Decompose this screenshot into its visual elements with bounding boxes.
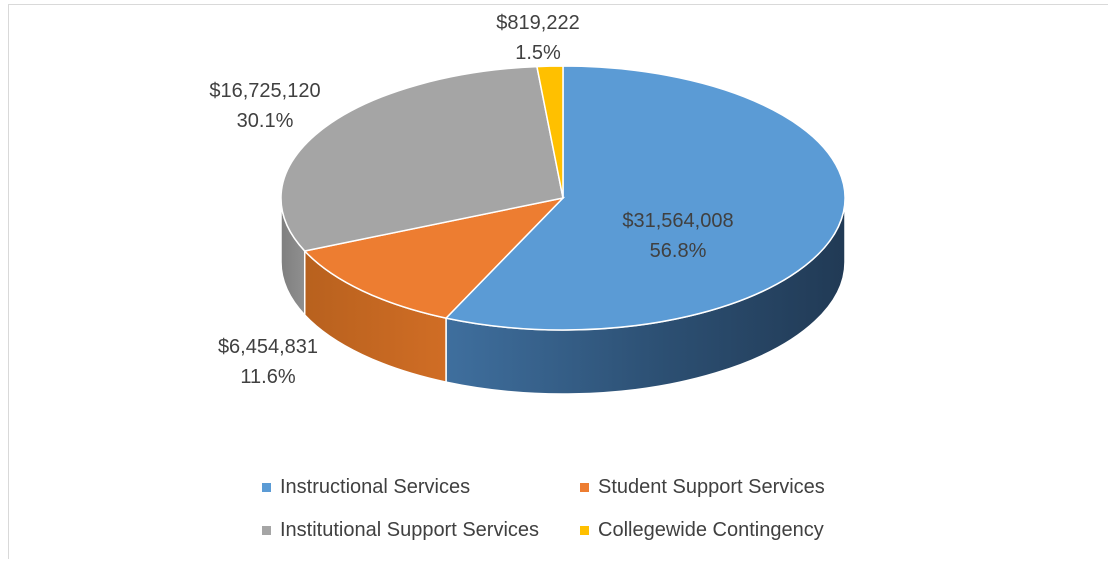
- legend-row: Institutional Support Services Collegewi…: [262, 509, 882, 552]
- legend-label: Instructional Services: [280, 476, 471, 498]
- pie-sides: [280, 197, 846, 395]
- legend-swatch-gray: [262, 526, 271, 535]
- data-label-percent-institutional-support: 30.1%: [237, 110, 294, 132]
- legend-label: Institutional Support Services: [280, 519, 540, 541]
- data-label-percent-instructional: 56.8%: [650, 240, 707, 262]
- pie-slice-instructional: [444, 65, 846, 331]
- legend-swatch-orange: [580, 483, 589, 492]
- data-label-percent-contingency: 1.5%: [515, 42, 561, 64]
- data-label-value-student-support: $6,454,831: [218, 336, 318, 358]
- legend-item-institutional-support-services: Institutional Support Services: [262, 519, 580, 542]
- chart-legend: Instructional Services Student Support S…: [262, 466, 882, 552]
- legend-label: Student Support Services: [598, 476, 825, 498]
- legend-item-student-support-services: Student Support Services: [580, 476, 825, 499]
- legend-item-instructional-services: Instructional Services: [262, 476, 580, 499]
- pie-slice-contingency: [536, 65, 564, 199]
- chart-area: [8, 4, 1108, 559]
- legend-swatch-blue: [262, 483, 271, 492]
- data-label-percent-student-support: 11.6%: [240, 366, 295, 388]
- pie-slice-student-support: [303, 196, 566, 319]
- data-label-value-contingency: $819,222: [496, 12, 579, 34]
- legend-label: Collegewide Contingency: [598, 519, 824, 541]
- legend-row: Instructional Services Student Support S…: [262, 466, 882, 509]
- data-label-value-institutional-support: $16,725,120: [209, 80, 320, 102]
- pie-slice-institutional-support: [280, 65, 564, 252]
- legend-swatch-yellow: [580, 526, 589, 535]
- data-label-value-instructional: $31,564,008: [622, 210, 733, 232]
- pie-slices: [280, 65, 846, 331]
- legend-item-collegewide-contingency: Collegewide Contingency: [580, 519, 824, 542]
